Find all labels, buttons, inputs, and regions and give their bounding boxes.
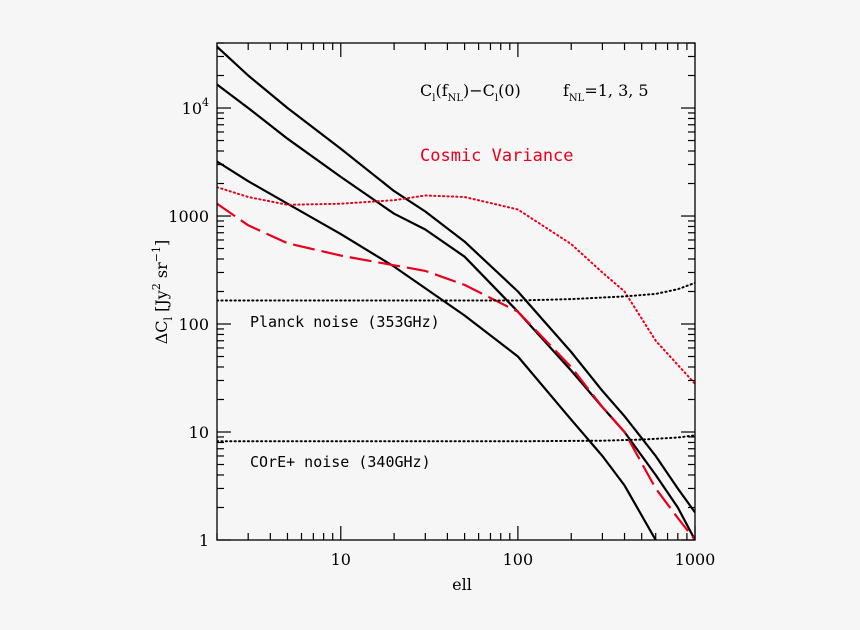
series-line-6 — [217, 281, 695, 302]
series-line-1 — [217, 160, 657, 540]
curves-group — [217, 45, 695, 540]
cosmic-variance-label: Cosmic Variance — [420, 146, 574, 166]
x-tick-label: 100 — [503, 550, 534, 569]
fnl-annotation: fNL=1, 3, 5 — [563, 81, 649, 104]
y-tick-label: 100 — [178, 315, 209, 334]
y-tick-label: 1000 — [168, 207, 209, 226]
series-line-2 — [217, 83, 695, 540]
ticks-group: 10 100 1000 1 10 100 1000 104 — [168, 42, 716, 569]
x-tick-label: 1000 — [675, 550, 716, 569]
planck-noise-label: Planck noise (353GHz) — [250, 313, 440, 331]
y-tick-label: 10 — [189, 423, 209, 442]
x-axis-label: ell — [452, 575, 472, 594]
formula-annotation: Cl(fNL)−Cl(0) — [420, 81, 521, 104]
y-axis-label: ΔCl [Jy2 sr−1] — [150, 240, 175, 345]
series-line-7 — [217, 434, 695, 443]
y-tick-label: 1 — [199, 531, 209, 550]
x-tick-label: 10 — [331, 550, 351, 569]
core-noise-label: COrE+ noise (340GHz) — [250, 453, 431, 471]
series-line-3 — [217, 45, 695, 514]
y-tick-label: 104 — [182, 96, 209, 118]
series-line-4 — [217, 202, 695, 540]
series-line-5 — [217, 186, 695, 385]
